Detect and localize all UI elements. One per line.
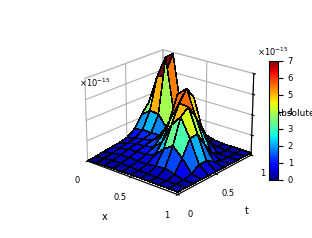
Text: $\times10^{-15}$: $\times10^{-15}$ xyxy=(80,77,111,89)
Y-axis label: t: t xyxy=(244,206,248,216)
X-axis label: x: x xyxy=(102,212,108,222)
Title: $\times10^{-15}$: $\times10^{-15}$ xyxy=(257,46,289,59)
